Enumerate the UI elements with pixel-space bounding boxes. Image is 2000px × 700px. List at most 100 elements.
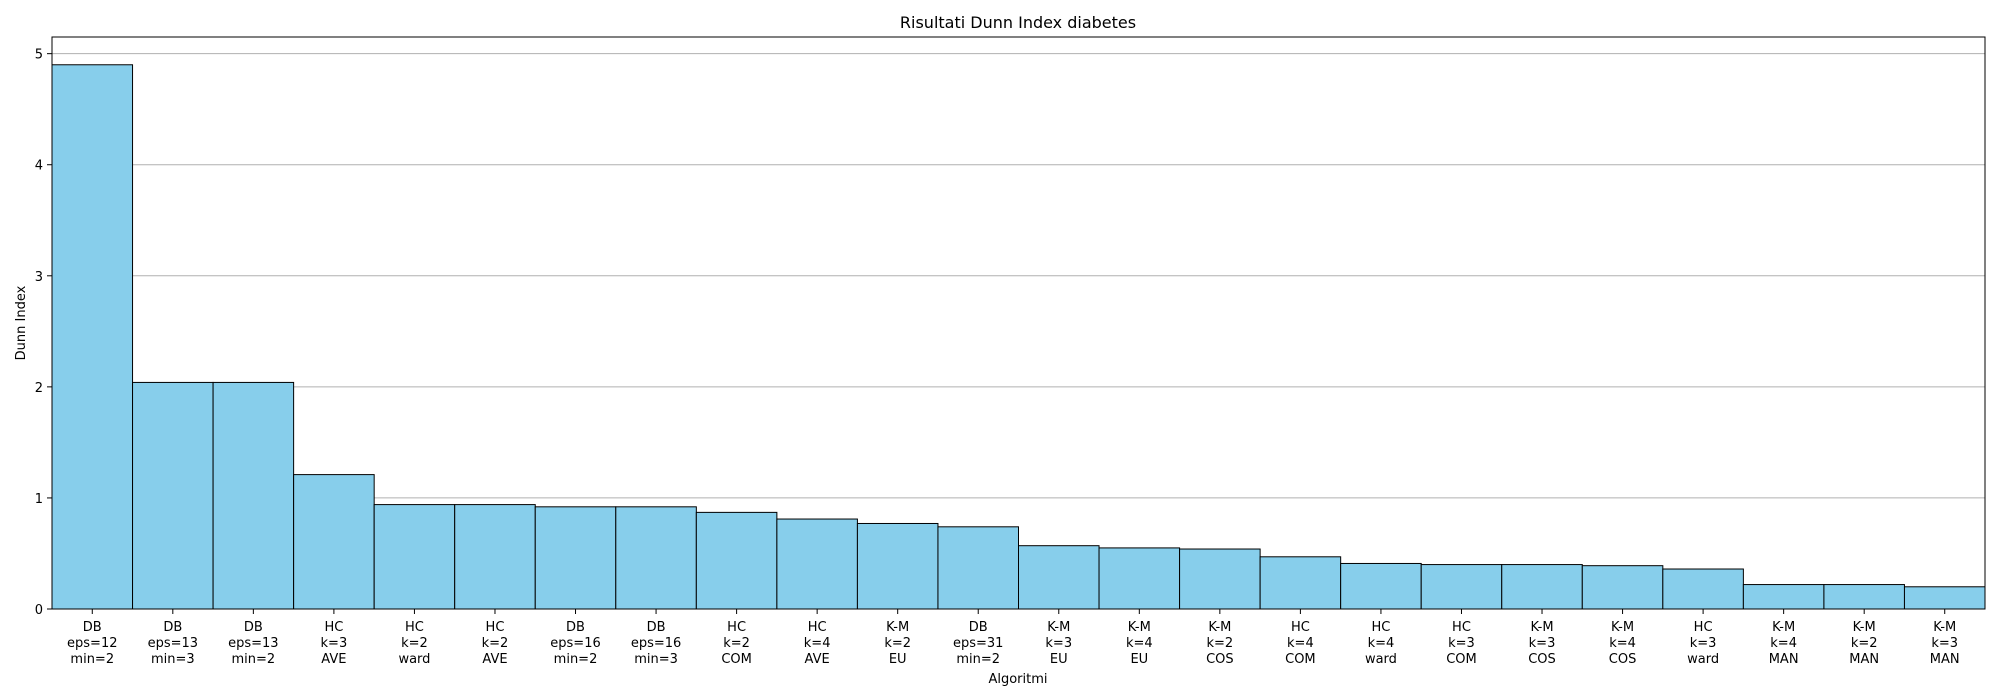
bar	[615, 506, 697, 610]
x-tick-label: K-M k=2 COS	[1206, 620, 1234, 667]
x-tick-label: K-M k=4 EU	[1126, 620, 1153, 667]
x-tick-label: K-M k=2 EU	[884, 620, 911, 667]
x-tick-label-line: COS	[1206, 652, 1234, 667]
bar	[51, 64, 134, 610]
x-tick-label: HC k=3 ward	[1687, 620, 1719, 667]
x-tick-label-line: HC	[486, 620, 505, 635]
bar	[293, 474, 375, 610]
x-tick-label-line: HC	[1694, 620, 1713, 635]
x-tick-label: HC k=3 COM	[1446, 620, 1477, 667]
x-tick-label: K-M k=3 COS	[1528, 620, 1556, 667]
x-tick-label-line: AVE	[482, 652, 507, 667]
x-tick-label-line: HC	[1372, 620, 1391, 635]
x-tick-label-line: HC	[727, 620, 746, 635]
x-tick-label-line: K-M	[1933, 620, 1956, 635]
x-tick-label-line: K-M	[1530, 620, 1553, 635]
bar	[1259, 556, 1342, 610]
x-tick-label-line: DB	[83, 620, 102, 635]
x-tick-label-line: HC	[808, 620, 827, 635]
x-tick-label-line: DB	[163, 620, 182, 635]
x-tick-label-line: DB	[969, 620, 988, 635]
bar	[1098, 547, 1181, 610]
x-tick-label: DB eps=13 min=3	[148, 620, 198, 667]
x-axis-ticks: DB eps=12 min=2DB eps=13 min=3DB eps=13 min=2H…	[67, 609, 1960, 667]
bar	[212, 381, 295, 610]
x-tick-label-line: k=3	[1690, 636, 1717, 651]
x-tick-label-line: K-M	[1047, 620, 1070, 635]
bars	[51, 64, 1986, 610]
bar	[1420, 564, 1503, 610]
x-tick-label: HC k=4 AVE	[804, 620, 831, 667]
x-tick-label: HC k=4 COM	[1285, 620, 1316, 667]
x-tick-label-line: EU	[889, 652, 907, 667]
bar	[776, 518, 858, 610]
x-tick-label: DB eps=31 min=2	[953, 620, 1003, 667]
y-axis-label: Dunn Index	[14, 285, 29, 360]
x-tick-label-line: k=4	[1368, 636, 1395, 651]
x-tick-label-line: eps=13	[148, 636, 198, 651]
x-tick-label-line: k=3	[1529, 636, 1556, 651]
x-tick-label: K-M k=3 MAN	[1930, 620, 1960, 667]
y-tick-label: 4	[35, 159, 43, 174]
x-tick-label-line: COM	[1285, 652, 1316, 667]
bar	[856, 522, 939, 610]
x-tick-label-line: k=3	[321, 636, 348, 651]
x-tick-label-line: min=3	[634, 652, 678, 667]
x-tick-label-line: eps=31	[953, 636, 1003, 651]
x-tick-label-line: DB	[244, 620, 263, 635]
x-tick-label: DB eps=16 min=2	[550, 620, 600, 667]
x-tick-label-line: k=2	[884, 636, 911, 651]
x-tick-label-line: EU	[1050, 652, 1068, 667]
x-tick-label-line: COM	[721, 652, 752, 667]
x-tick-label: HC k=2 ward	[398, 620, 430, 667]
x-tick-label-line: K-M	[1128, 620, 1151, 635]
x-tick-label-line: AVE	[805, 652, 830, 667]
y-tick-label: 2	[35, 381, 43, 396]
x-tick-label-line: min=2	[956, 652, 1000, 667]
x-tick-label: DB eps=13 min=2	[228, 620, 278, 667]
x-tick-label-line: K-M	[1853, 620, 1876, 635]
x-tick-label-line: DB	[566, 620, 585, 635]
x-tick-label-line: k=3	[1931, 636, 1958, 651]
x-tick-label-line: k=4	[1287, 636, 1314, 651]
plot-frame	[51, 36, 1986, 610]
x-tick-label-line: eps=13	[228, 636, 278, 651]
x-tick-label-line: min=2	[554, 652, 598, 667]
x-tick-label-line: K-M	[886, 620, 909, 635]
x-tick-label-line: COS	[1609, 652, 1637, 667]
x-tick-label-line: K-M	[1611, 620, 1634, 635]
y-tick-label: 1	[35, 492, 43, 507]
x-tick-label-line: k=4	[1770, 636, 1797, 651]
x-tick-label-line: K-M	[1772, 620, 1795, 635]
x-tick-label-line: k=4	[1126, 636, 1153, 651]
bar	[695, 511, 778, 610]
x-tick-label-line: k=2	[1851, 636, 1878, 651]
bar	[132, 381, 214, 610]
x-tick-label-line: eps=12	[67, 636, 117, 651]
x-tick-label-line: MAN	[1930, 652, 1960, 667]
x-tick-label-line: k=4	[1609, 636, 1636, 651]
bar	[937, 526, 1019, 610]
y-axis-ticks: 0 1 2 3 4 5	[35, 48, 52, 618]
x-tick-label: K-M k=3 EU	[1045, 620, 1072, 667]
bar	[1742, 584, 1825, 610]
x-tick-label: DB eps=16 min=3	[631, 620, 681, 667]
bar	[534, 506, 617, 610]
x-tick-label-line: MAN	[1769, 652, 1799, 667]
x-tick-label: HC k=2 COM	[721, 620, 752, 667]
bar	[1903, 586, 1986, 610]
x-tick-label-line: min=2	[232, 652, 276, 667]
x-tick-label-line: k=4	[804, 636, 831, 651]
x-tick-label-line: k=2	[723, 636, 750, 651]
y-tick-label: 0	[35, 603, 43, 618]
bar	[1501, 564, 1583, 610]
x-tick-label-line: AVE	[321, 652, 346, 667]
x-tick-label-line: eps=16	[631, 636, 681, 651]
x-tick-label-line: k=2	[1207, 636, 1234, 651]
bar	[1823, 584, 1905, 610]
x-tick-label-line: k=3	[1045, 636, 1072, 651]
x-tick-label-line: min=3	[151, 652, 195, 667]
x-tick-label: HC k=4 ward	[1365, 620, 1397, 667]
bar	[1581, 565, 1664, 610]
grid-lines	[52, 53, 1985, 499]
